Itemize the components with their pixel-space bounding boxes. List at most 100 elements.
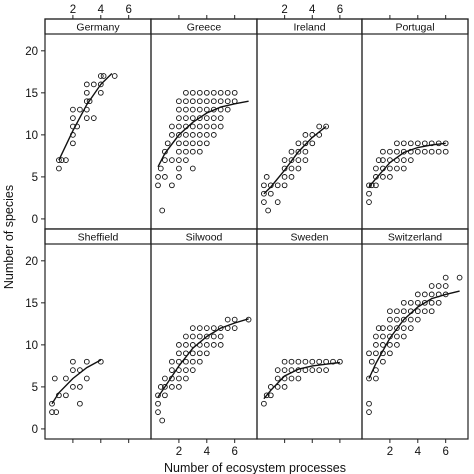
data-point <box>414 308 421 315</box>
data-point <box>70 367 76 373</box>
data-point <box>394 325 400 331</box>
data-point <box>330 358 336 365</box>
data-point <box>288 165 295 172</box>
data-point <box>189 350 196 357</box>
data-point <box>217 115 224 121</box>
panel-germany: Germany <box>44 18 152 230</box>
data-point <box>288 375 295 382</box>
panel-frame <box>256 228 363 440</box>
y-tick-label: 5 <box>32 172 38 184</box>
data-point <box>309 367 316 373</box>
fit-curve <box>51 359 102 405</box>
y-tick-label: 0 <box>32 214 38 226</box>
panel-strip-label: Portugal <box>395 22 434 34</box>
data-point <box>366 199 372 205</box>
data-point <box>263 174 270 180</box>
x-axis-title: Number of ecosystem processes <box>164 461 346 474</box>
x-tick-label: 2 <box>281 4 287 16</box>
data-point <box>196 333 203 340</box>
fit-curve <box>58 73 113 161</box>
data-point <box>400 157 407 163</box>
data-point <box>196 325 203 331</box>
data-point <box>421 308 428 315</box>
data-point <box>400 165 407 172</box>
data-point <box>183 132 189 138</box>
data-point <box>428 308 435 315</box>
data-point <box>394 333 400 340</box>
data-point <box>210 132 217 138</box>
data-point <box>210 89 217 96</box>
panel-frame <box>44 228 152 440</box>
data-point <box>203 325 210 331</box>
data-point <box>183 358 189 365</box>
data-point <box>189 89 196 96</box>
data-point <box>189 115 196 121</box>
data-point <box>176 342 182 348</box>
data-point <box>162 157 168 163</box>
data-point <box>210 342 217 348</box>
data-point <box>428 140 435 147</box>
x-tick-label: 6 <box>442 446 448 458</box>
data-point <box>189 325 196 331</box>
data-point <box>97 73 104 79</box>
data-point <box>53 409 60 415</box>
data-point <box>288 148 295 155</box>
data-point <box>366 182 372 189</box>
data-point <box>435 283 442 289</box>
data-point <box>203 350 210 357</box>
data-point <box>111 73 118 79</box>
panel-greece: Greece <box>150 18 258 230</box>
x-tick-label: 6 <box>337 4 343 16</box>
data-point <box>302 140 309 147</box>
data-point <box>373 182 379 189</box>
data-point <box>224 106 231 113</box>
data-point <box>203 89 210 96</box>
data-point <box>387 342 393 348</box>
data-point <box>100 73 107 79</box>
fit-curve <box>368 142 446 188</box>
data-point <box>407 157 414 163</box>
data-point <box>302 132 309 138</box>
data-point <box>421 148 428 155</box>
data-point <box>267 392 274 399</box>
data-point <box>183 140 189 147</box>
data-point <box>380 358 386 365</box>
data-point <box>288 174 295 180</box>
data-point <box>196 148 203 155</box>
panel-strip-label: Sheffield <box>78 232 119 244</box>
data-point <box>373 375 379 382</box>
y-tick-label: 20 <box>25 46 38 58</box>
data-point <box>183 157 189 163</box>
data-point <box>274 199 281 205</box>
data-point <box>421 140 428 147</box>
data-point <box>176 350 182 357</box>
data-point <box>231 325 238 331</box>
data-point <box>90 115 97 121</box>
data-point <box>63 375 69 382</box>
data-point <box>159 417 166 424</box>
fit-curve <box>263 361 340 400</box>
data-point <box>263 392 270 399</box>
data-point <box>400 316 407 323</box>
data-point <box>295 375 302 382</box>
data-point <box>428 299 435 306</box>
y-tick-label: 15 <box>25 88 38 100</box>
data-point <box>83 89 90 96</box>
data-point <box>288 157 295 163</box>
data-point <box>281 182 288 189</box>
data-point <box>83 81 90 88</box>
data-point <box>394 308 400 315</box>
data-point <box>261 199 267 205</box>
panel-strip-label: Ireland <box>293 22 325 34</box>
data-point <box>183 115 189 121</box>
data-point <box>83 115 90 121</box>
data-point <box>176 132 182 138</box>
data-point <box>169 157 175 163</box>
data-point <box>97 81 104 88</box>
data-point <box>217 342 224 348</box>
data-point <box>210 98 217 105</box>
data-point <box>77 106 83 113</box>
data-point <box>375 157 382 163</box>
data-point <box>414 316 421 323</box>
data-point <box>387 325 393 331</box>
